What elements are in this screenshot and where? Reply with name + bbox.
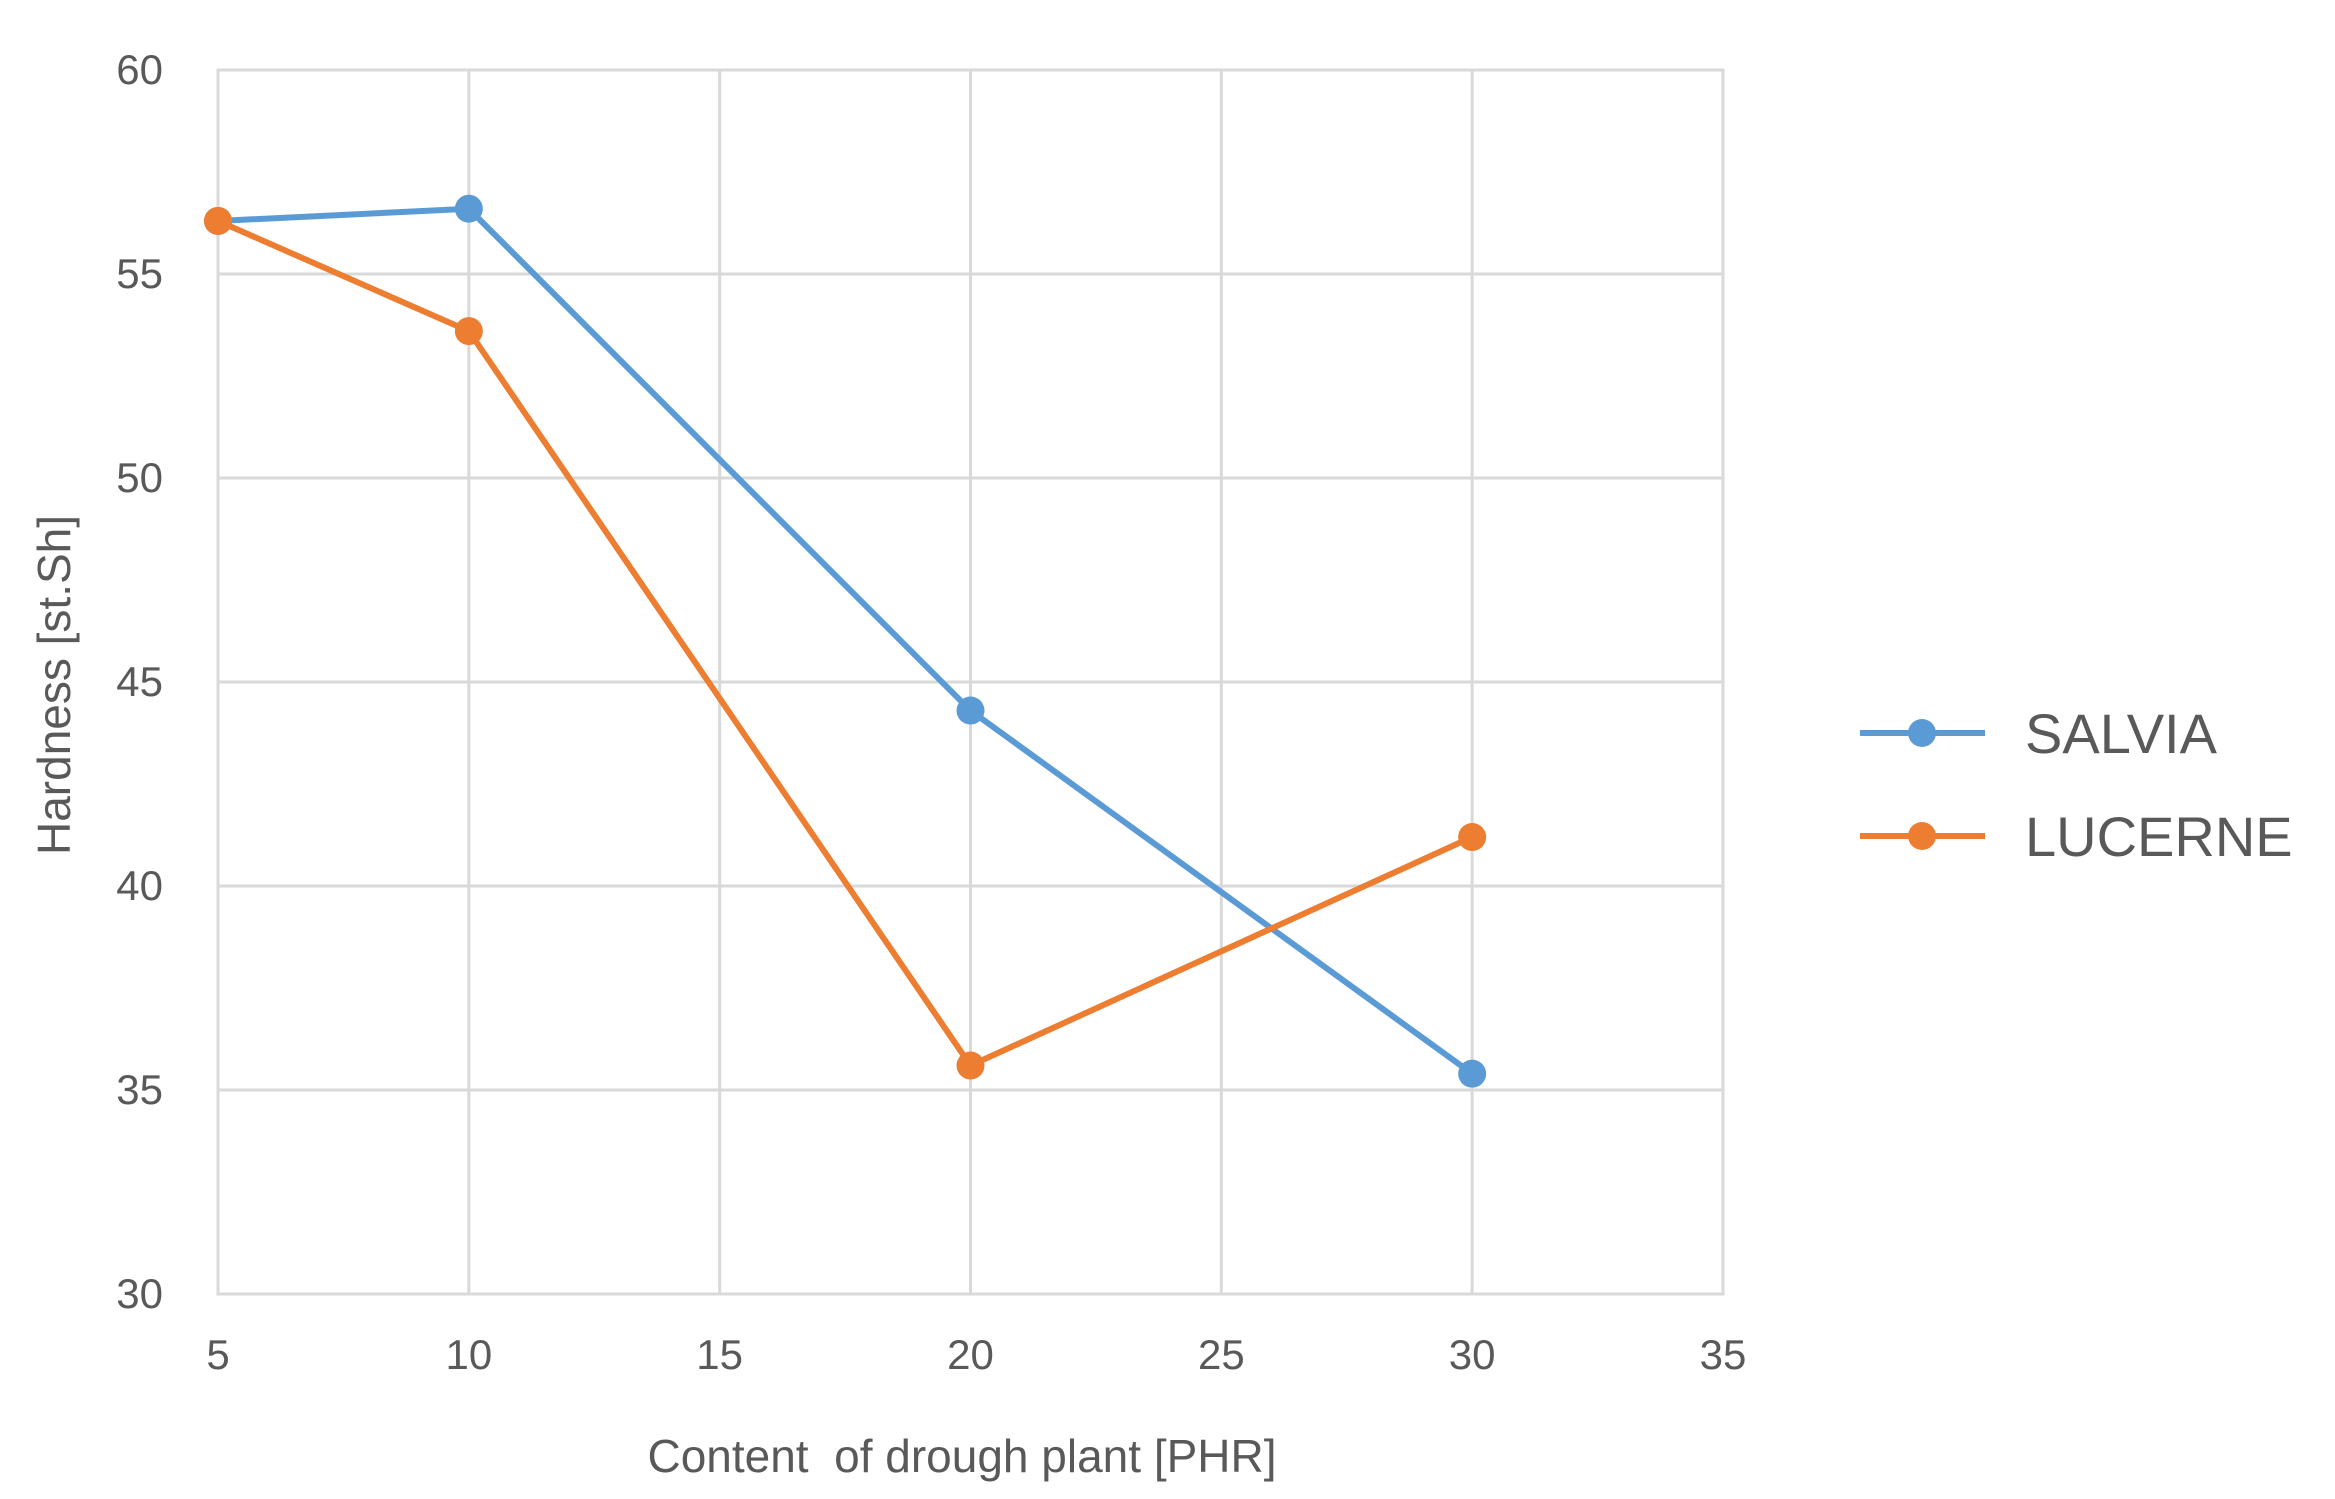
grid-layer [216, 68, 1725, 1296]
data-point-lucerne [204, 206, 232, 235]
data-point-salvia [956, 696, 985, 725]
legend-item-lucerne: LUCERNE [1860, 805, 2293, 868]
legend: SALVIA LUCERNE [1860, 702, 2293, 868]
legend-label-salvia: SALVIA [2025, 702, 2218, 765]
data-point-lucerne [956, 1051, 985, 1080]
data-point-salvia [1458, 1059, 1487, 1088]
plot-area-border [216, 68, 1725, 1296]
legend-label-lucerne: LUCERNE [2025, 805, 2293, 868]
y-tick-label: 40 [116, 862, 163, 909]
data-point-salvia [454, 194, 483, 223]
series-line-salvia [215, 205, 1476, 1077]
data-point-lucerne [1458, 823, 1487, 852]
legend-swatch-marker [1908, 822, 1936, 850]
x-tick-label: 30 [1449, 1331, 1496, 1378]
y-tick-label: 50 [116, 454, 163, 501]
x-axis-ticks: 5 10 15 20 25 30 35 [206, 1331, 1746, 1378]
y-axis-title: Hardness [st.Sh] [28, 515, 80, 855]
legend-item-salvia: SALVIA [1860, 702, 2218, 765]
series-layer [204, 194, 1487, 1088]
x-tick-label: 25 [1198, 1331, 1245, 1378]
series-lucerne [204, 206, 1487, 1080]
y-tick-label: 30 [116, 1270, 163, 1317]
x-tick-label: 20 [947, 1331, 994, 1378]
series-line-lucerne [215, 217, 1476, 1069]
y-tick-label: 55 [116, 250, 163, 297]
x-tick-label: 35 [1700, 1331, 1747, 1378]
legend-swatch-marker [1908, 719, 1936, 747]
x-tick-label: 10 [445, 1331, 492, 1378]
x-tick-label: 5 [206, 1331, 229, 1378]
y-tick-label: 35 [116, 1066, 163, 1113]
x-tick-label: 15 [696, 1331, 743, 1378]
series-salvia [204, 194, 1487, 1088]
y-tick-label: 60 [116, 46, 163, 93]
data-point-lucerne [454, 317, 483, 346]
y-tick-label: 45 [116, 658, 163, 705]
x-axis-title: Content of drough plant [PHR] [647, 1430, 1276, 1482]
y-axis-ticks: 30 35 40 45 50 55 60 [116, 46, 163, 1317]
